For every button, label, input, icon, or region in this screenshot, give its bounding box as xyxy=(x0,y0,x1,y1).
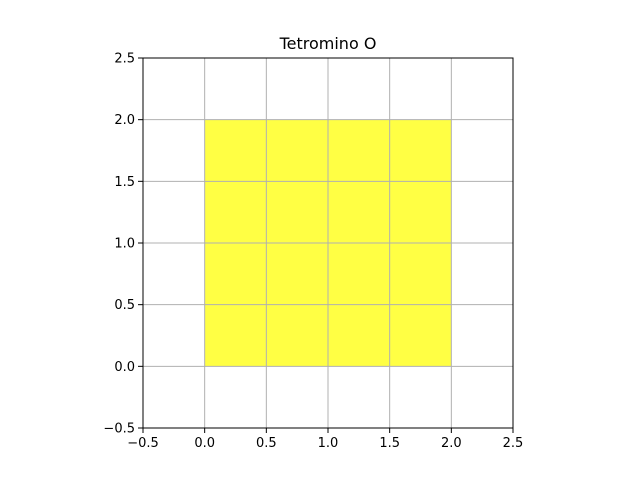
x-tick-label-4: 1.5 xyxy=(379,436,400,451)
x-axis: −0.5 0.0 0.5 1.0 1.5 2.0 2.5 xyxy=(127,428,523,451)
y-axis: −0.5 0.0 0.5 1.0 1.5 2.0 2.5 xyxy=(103,52,143,437)
x-tick-label-0: −0.5 xyxy=(127,436,159,451)
y-tick-label-6: 2.5 xyxy=(114,52,135,67)
x-tick-label-3: 1.0 xyxy=(318,436,339,451)
y-tick-label-2: 0.5 xyxy=(114,298,135,313)
x-tick-label-6: 2.5 xyxy=(503,436,524,451)
x-tick-label-2: 0.5 xyxy=(256,436,277,451)
y-tick-label-1: 0.0 xyxy=(114,360,135,375)
y-tick-label-3: 1.0 xyxy=(114,237,135,252)
x-tick-label-5: 2.0 xyxy=(441,436,462,451)
y-tick-label-5: 2.0 xyxy=(114,113,135,128)
grid-lines xyxy=(142,57,514,429)
y-tick-label-4: 1.5 xyxy=(114,175,135,190)
chart-title: Tetromino O xyxy=(279,34,377,53)
x-tick-label-1: 0.0 xyxy=(194,436,215,451)
y-tick-label-0: −0.5 xyxy=(103,422,135,437)
